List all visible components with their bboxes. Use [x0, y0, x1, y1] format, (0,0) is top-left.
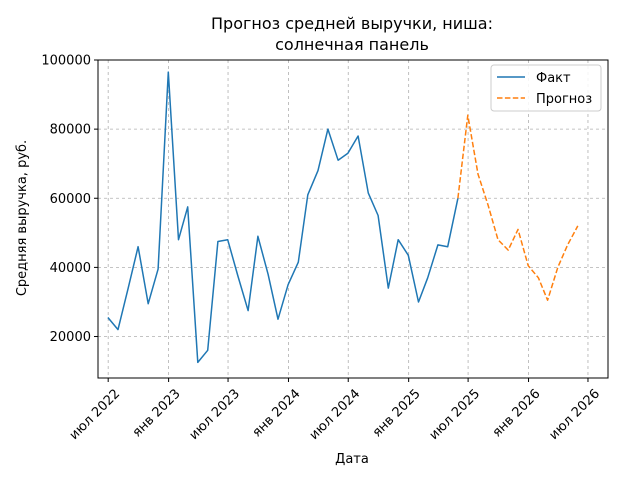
plot-lines [107, 71, 579, 364]
y-tick-label: 100000 [41, 54, 91, 69]
y-tick-label: 40000 [50, 261, 91, 276]
series-line-forecast [457, 114, 579, 301]
chart-title-line-2: солнечная панель [275, 35, 429, 54]
y-tick-label: 80000 [50, 123, 91, 138]
legend-label-fact: Факт [536, 71, 571, 86]
y-axis-title: Средняя выручка, руб. [15, 140, 30, 296]
chart-title-line-1: Прогноз средней выручки, ниша: [211, 14, 493, 33]
series-line-fact [107, 71, 459, 364]
legend: Факт Прогноз [490, 64, 602, 112]
y-tick-label: 60000 [50, 192, 91, 207]
legend-label-forecast: Прогноз [536, 92, 592, 107]
y-tick-label: 20000 [50, 330, 91, 345]
plot-frame [97, 59, 609, 379]
x-axis-title: Дата [335, 452, 369, 467]
